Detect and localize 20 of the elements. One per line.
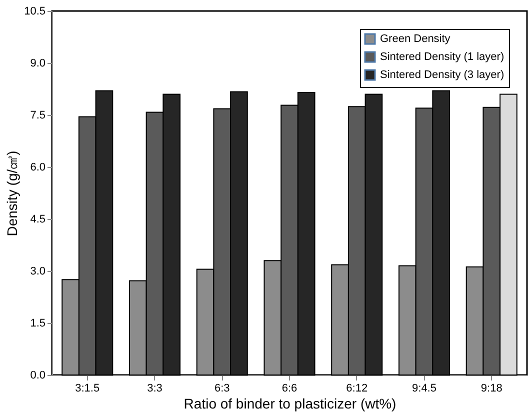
x-tick-label: 3:3: [147, 382, 162, 394]
legend-label: Sintered Density (1 layer): [380, 51, 504, 63]
y-axis-title: Density (g/㎤): [4, 150, 20, 236]
x-tick-label: 6:12: [346, 382, 368, 394]
y-tick-label: 9.0: [30, 58, 46, 70]
x-tick-label: 6:6: [282, 382, 298, 394]
y-tick-label: 10.5: [24, 6, 46, 18]
y-tick-label: 3.0: [30, 266, 46, 278]
y-tick-label: 7.5: [30, 110, 46, 122]
x-tick-label: 6:3: [214, 382, 230, 394]
x-tick-label: 9:18: [480, 382, 502, 394]
x-tick-label: 9:4.5: [412, 382, 436, 394]
x-axis-title: Ratio of binder to plasticizer (wt%): [184, 396, 396, 412]
y-tick-label: 6.0: [30, 162, 46, 174]
y-tick-label: 0.0: [30, 370, 46, 382]
legend-label: Green Density: [380, 33, 451, 45]
y-tick-label: 4.5: [30, 214, 46, 226]
x-tick-label: 3:1.5: [75, 382, 100, 394]
legend-label: Sintered Density (3 layer): [380, 69, 504, 81]
y-tick-label: 1.5: [30, 318, 46, 330]
